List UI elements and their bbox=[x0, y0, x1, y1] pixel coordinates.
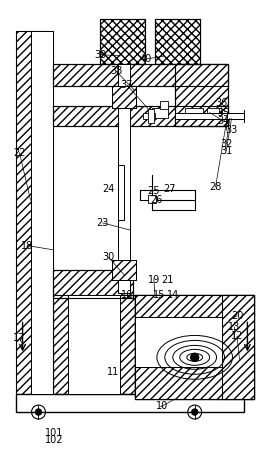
Text: 17: 17 bbox=[13, 334, 26, 344]
Bar bbox=[112, 86, 136, 108]
Text: 10: 10 bbox=[156, 401, 168, 411]
Text: 39: 39 bbox=[94, 50, 106, 60]
Bar bbox=[207, 108, 219, 117]
Bar bbox=[152, 108, 168, 117]
Bar bbox=[135, 295, 254, 317]
Bar bbox=[135, 295, 254, 399]
Bar bbox=[155, 19, 200, 64]
Bar bbox=[143, 112, 155, 119]
Bar bbox=[31, 31, 53, 394]
Circle shape bbox=[191, 354, 199, 361]
Bar bbox=[53, 64, 228, 86]
Bar bbox=[222, 295, 254, 399]
Text: 31: 31 bbox=[220, 146, 232, 156]
Bar bbox=[118, 165, 124, 220]
Text: 32: 32 bbox=[220, 139, 232, 149]
Text: 36: 36 bbox=[215, 98, 227, 108]
Text: 20: 20 bbox=[231, 311, 243, 321]
Bar bbox=[118, 64, 130, 293]
Text: 15: 15 bbox=[153, 290, 165, 300]
Bar bbox=[185, 108, 203, 117]
Bar bbox=[112, 86, 136, 108]
Bar bbox=[53, 106, 228, 126]
Bar bbox=[16, 394, 244, 412]
Text: 38: 38 bbox=[110, 66, 122, 76]
Text: 33: 33 bbox=[225, 125, 238, 135]
Text: 26: 26 bbox=[150, 195, 163, 205]
Bar bbox=[160, 101, 168, 109]
Bar bbox=[155, 19, 200, 64]
Bar bbox=[53, 295, 135, 394]
Bar bbox=[100, 19, 145, 64]
Text: 12: 12 bbox=[231, 331, 243, 341]
Bar bbox=[16, 31, 53, 394]
Bar bbox=[135, 317, 222, 367]
Bar bbox=[53, 106, 228, 126]
Text: 40: 40 bbox=[140, 54, 152, 64]
Bar bbox=[112, 260, 136, 280]
Bar bbox=[175, 64, 228, 126]
Circle shape bbox=[192, 409, 198, 415]
Text: 11: 11 bbox=[107, 367, 120, 377]
Text: 14: 14 bbox=[167, 290, 179, 300]
Bar bbox=[148, 109, 154, 122]
Bar bbox=[53, 295, 135, 394]
Text: 22: 22 bbox=[13, 148, 26, 158]
Text: 30: 30 bbox=[102, 252, 114, 262]
Text: 13: 13 bbox=[228, 322, 241, 332]
Text: 23: 23 bbox=[97, 218, 109, 228]
Text: 27: 27 bbox=[164, 184, 176, 194]
Bar bbox=[175, 112, 244, 119]
Text: 16: 16 bbox=[121, 290, 133, 300]
Text: 34: 34 bbox=[218, 116, 230, 126]
Text: 19: 19 bbox=[148, 274, 160, 284]
Text: 28: 28 bbox=[210, 182, 222, 192]
Bar bbox=[112, 260, 136, 280]
Text: 101: 101 bbox=[45, 429, 64, 439]
Circle shape bbox=[36, 409, 42, 415]
Bar bbox=[53, 64, 228, 86]
Text: 37: 37 bbox=[121, 80, 133, 90]
Text: 35: 35 bbox=[217, 108, 230, 118]
Text: 18: 18 bbox=[21, 241, 34, 251]
Bar bbox=[175, 64, 228, 126]
Bar bbox=[135, 367, 254, 399]
Bar bbox=[53, 270, 133, 298]
Text: 21: 21 bbox=[161, 274, 173, 284]
Text: 102: 102 bbox=[45, 435, 64, 445]
Bar bbox=[53, 270, 133, 298]
Text: 25: 25 bbox=[147, 186, 160, 196]
Bar bbox=[68, 295, 120, 394]
Text: 24: 24 bbox=[102, 184, 114, 194]
Bar bbox=[100, 19, 145, 64]
Bar bbox=[148, 195, 156, 203]
